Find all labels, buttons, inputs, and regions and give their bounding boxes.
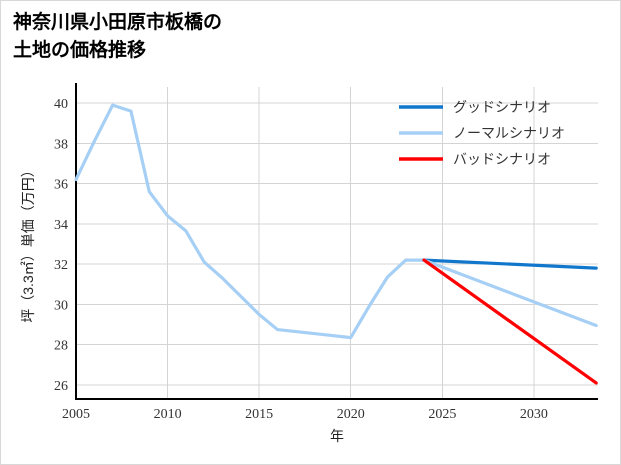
series-line-ノーマルシナリオ <box>422 258 598 328</box>
legend-label: ノーマルシナリオ <box>453 125 565 141</box>
x-tick-label: 2020 <box>337 407 365 422</box>
x-tick-label: 2005 <box>62 407 90 422</box>
y-tick-labels: 26 28 30 32 34 36 38 40 <box>54 97 68 394</box>
y-tick-label: 30 <box>54 298 68 313</box>
y-tick-label: 26 <box>54 379 68 394</box>
series-line-バッドシナリオ <box>422 258 598 385</box>
x-tick-label: 2025 <box>428 407 456 422</box>
y-tick-label: 32 <box>54 258 68 273</box>
y-tick-label: 38 <box>54 137 68 152</box>
x-tick-label: 2030 <box>520 407 548 422</box>
y-gridlines <box>76 102 598 386</box>
legend-label: グッドシナリオ <box>453 99 551 115</box>
y-tick-label: 28 <box>54 339 68 354</box>
x-tick-label: 2010 <box>154 407 182 422</box>
data-series-group <box>74 103 598 385</box>
y-tick-label: 34 <box>54 218 68 233</box>
x-tick-label: 2015 <box>245 407 273 422</box>
page-title: 神奈川県小田原市板橋の 土地の価格推移 <box>13 12 223 61</box>
y-axis-title: 坪（3.3㎡）単価（万円） <box>20 163 36 322</box>
x-tick-labels: 2005 2010 2015 2020 2025 2030 <box>62 407 548 422</box>
legend-item[interactable]: グッドシナリオ <box>399 99 551 115</box>
axis-spines <box>74 83 598 401</box>
legend-item[interactable]: バッドシナリオ <box>399 151 551 167</box>
legend-item[interactable]: ノーマルシナリオ <box>399 125 565 141</box>
y-tick-label: 36 <box>54 178 68 193</box>
y-tick-label: 40 <box>54 97 68 112</box>
x-axis-title: 年 <box>330 428 344 444</box>
series-line-実績 <box>74 103 426 340</box>
series-line-グッドシナリオ <box>422 258 598 270</box>
legend-label: バッドシナリオ <box>453 151 551 167</box>
